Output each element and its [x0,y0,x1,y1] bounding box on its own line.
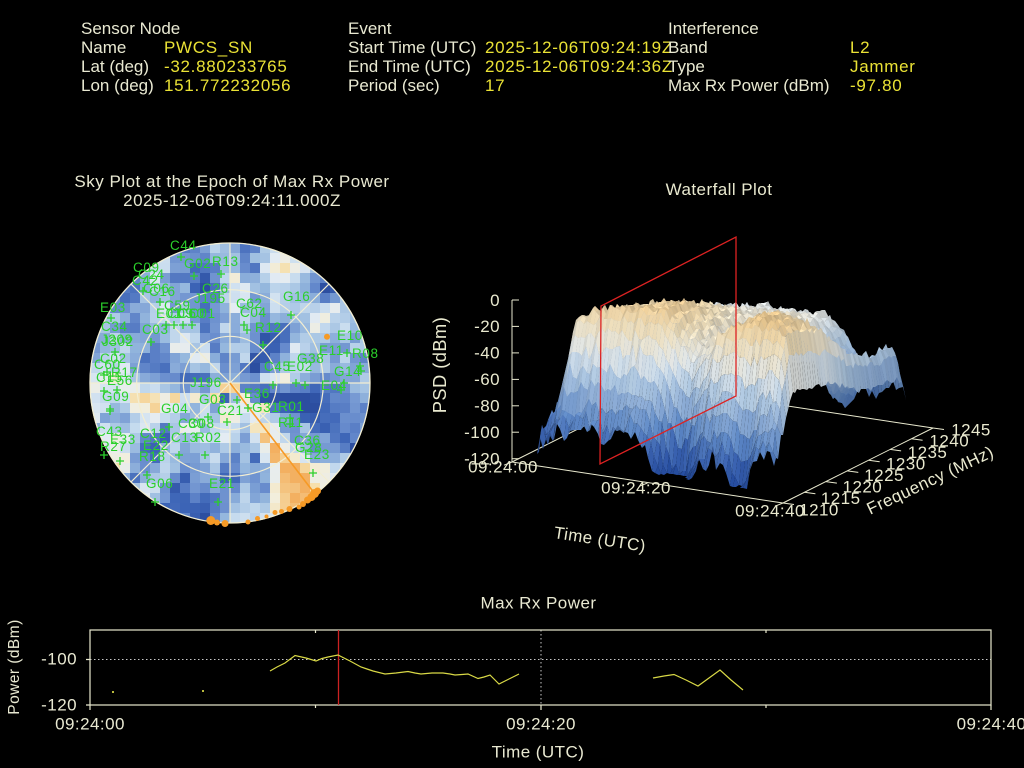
svg-text:Power (dBm): Power (dBm) [6,619,23,714]
svg-text:G14: G14 [334,364,361,379]
svg-text:J195: J195 [194,291,226,306]
svg-text:-120: -120 [41,696,77,715]
svg-text:C06: C06 [143,281,170,296]
svg-text:E02: E02 [287,359,313,374]
svg-text:C62: C62 [236,296,263,311]
svg-text:R17: R17 [111,365,138,380]
svg-text:G28: G28 [295,440,322,455]
svg-text:E03: E03 [100,300,126,315]
svg-text:G09: G09 [102,389,129,404]
svg-text:G03: G03 [199,392,226,407]
svg-text:E01: E01 [156,306,182,321]
svg-text:R18: R18 [139,449,166,464]
svg-text:E56: E56 [107,373,133,388]
svg-text:C60: C60 [94,357,121,372]
svg-text:C04: C04 [240,305,267,320]
svg-text:E21: E21 [209,476,235,491]
svg-text:E22: E22 [143,438,169,453]
svg-text:E04: E04 [321,378,347,393]
svg-text:Max Rx Power: Max Rx Power [481,594,597,613]
svg-text:E23: E23 [304,447,330,462]
svg-text:C36: C36 [294,433,321,448]
svg-text:C30: C30 [178,416,205,431]
svg-text:C15: C15 [96,370,123,385]
svg-text:E33: E33 [110,432,136,447]
svg-text:C09: C09 [133,260,160,275]
svg-text:G06: G06 [146,476,173,491]
svg-text:C59: C59 [164,298,191,313]
svg-text:R08: R08 [352,346,379,361]
svg-text:C26: C26 [202,281,229,296]
svg-text:09:24:00: 09:24:00 [55,715,125,734]
svg-text:C43: C43 [96,424,123,439]
svg-text:R02: R02 [195,430,222,445]
svg-text:E10: E10 [337,328,363,343]
svg-text:G16: G16 [283,289,310,304]
svg-text:R27: R27 [100,439,127,454]
svg-text:J196: J196 [190,375,222,390]
svg-text:C42: C42 [132,273,159,288]
svg-text:G02: G02 [184,256,211,271]
svg-text:G31: G31 [252,400,279,415]
svg-text:C03: C03 [142,322,169,337]
svg-text:J302: J302 [102,334,134,349]
svg-text:C34: C34 [101,319,128,334]
svg-text:G04: G04 [161,401,188,416]
svg-text:09:24:20: 09:24:20 [506,715,576,734]
svg-text:G38: G38 [297,351,324,366]
svg-text:E11: E11 [319,343,344,358]
svg-text:C45: C45 [264,359,291,374]
svg-text:C01: C01 [189,306,216,321]
svg-text:J209: J209 [101,332,133,347]
svg-text:C16: C16 [149,284,176,299]
svg-text:R13: R13 [212,254,239,269]
svg-text:C09: C09 [167,306,194,321]
svg-text:-100: -100 [41,650,77,669]
svg-text:R12: R12 [255,320,282,335]
svg-text:09:24:40: 09:24:40 [957,715,1024,734]
svg-text:E36: E36 [244,386,270,401]
svg-text:C02: C02 [100,351,127,366]
svg-text:C44: C44 [170,238,197,253]
svg-text:Time (UTC): Time (UTC) [492,743,585,762]
svg-text:C24: C24 [138,267,165,282]
svg-text:R01: R01 [278,399,305,414]
svg-text:C21: C21 [217,403,244,418]
svg-text:C12: C12 [140,426,167,441]
svg-text:C13: C13 [171,430,198,445]
svg-text:C60: C60 [178,306,205,321]
